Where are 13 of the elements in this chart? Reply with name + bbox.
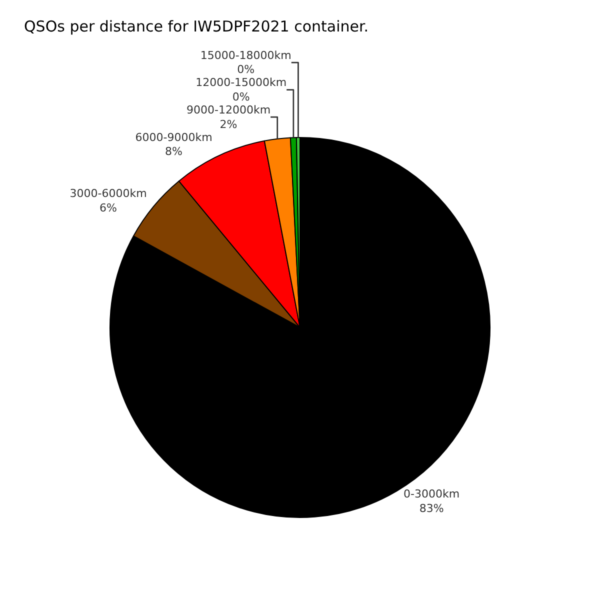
slice-label: 15000-18000km [200, 48, 292, 62]
data-label: 8% [165, 145, 182, 158]
data-label: 6% [100, 201, 117, 214]
chart-title: QSOs per distance for IW5DPF2021 container. [24, 18, 369, 36]
data-label: 0% [237, 63, 255, 76]
data-label: 83% [419, 502, 444, 515]
slice-label: 3000-6000km [70, 187, 147, 200]
slice-label: 9000-12000km [186, 103, 271, 116]
slice-label: 6000-9000km [135, 130, 212, 144]
slice-label: 0-3000km [404, 488, 460, 501]
slice-label: 12000-15000km [196, 76, 287, 90]
data-label: 0% [232, 90, 250, 104]
data-label: 2% [220, 118, 238, 131]
